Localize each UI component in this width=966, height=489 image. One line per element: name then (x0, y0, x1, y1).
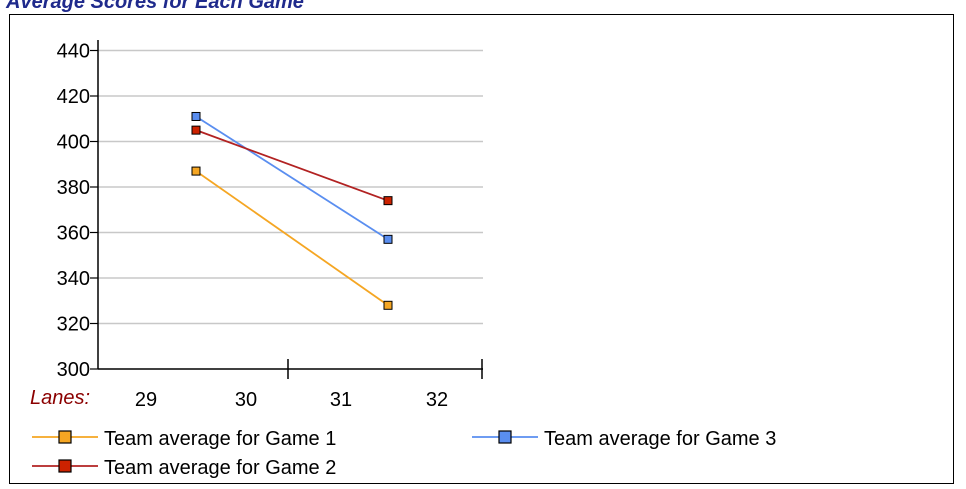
series-lines (191, 111, 393, 310)
series-line (195, 129, 389, 202)
x-tick-label: 29 (135, 389, 157, 411)
y-tick-label: 320 (57, 314, 90, 336)
page-title: Average Scores for Each Game (6, 0, 304, 13)
y-tick-label: 360 (57, 223, 90, 245)
y-tick-label: 440 (57, 41, 90, 63)
data-point-marker (383, 234, 393, 244)
x-tick-label: 31 (330, 389, 352, 411)
data-point-marker (191, 111, 201, 121)
x-tick-labels: 29 30 31 32 (135, 389, 448, 411)
legend-label: Team average for Game 3 (544, 428, 776, 450)
y-tick-label: 340 (57, 268, 90, 290)
x-axis-label: Lanes: (30, 387, 90, 409)
y-tick-label: 400 (57, 132, 90, 154)
y-tick-label: 300 (57, 359, 90, 381)
y-tick-label: 420 (57, 86, 90, 108)
legend-marker (58, 430, 72, 444)
legend-marker (498, 430, 512, 444)
legend-label: Team average for Game 1 (104, 428, 336, 450)
data-point-marker (191, 125, 201, 135)
chart-frame (9, 14, 954, 484)
legend-marker (58, 459, 72, 473)
data-point-marker (383, 300, 393, 310)
data-point-marker (191, 166, 201, 176)
y-tick-labels: 300 320 340 360 380 400 420 440 (57, 41, 90, 382)
y-tick-label: 380 (57, 177, 90, 199)
legend: Team average for Game 1 Team average for … (32, 428, 776, 479)
series-line (195, 170, 389, 307)
series-line (195, 115, 389, 241)
x-tick-label: 30 (235, 389, 257, 411)
legend-label: Team average for Game 2 (104, 457, 336, 479)
data-point-marker (383, 196, 393, 206)
x-tick-label: 32 (426, 389, 448, 411)
grid-lines (98, 49, 483, 325)
axes (90, 40, 483, 379)
